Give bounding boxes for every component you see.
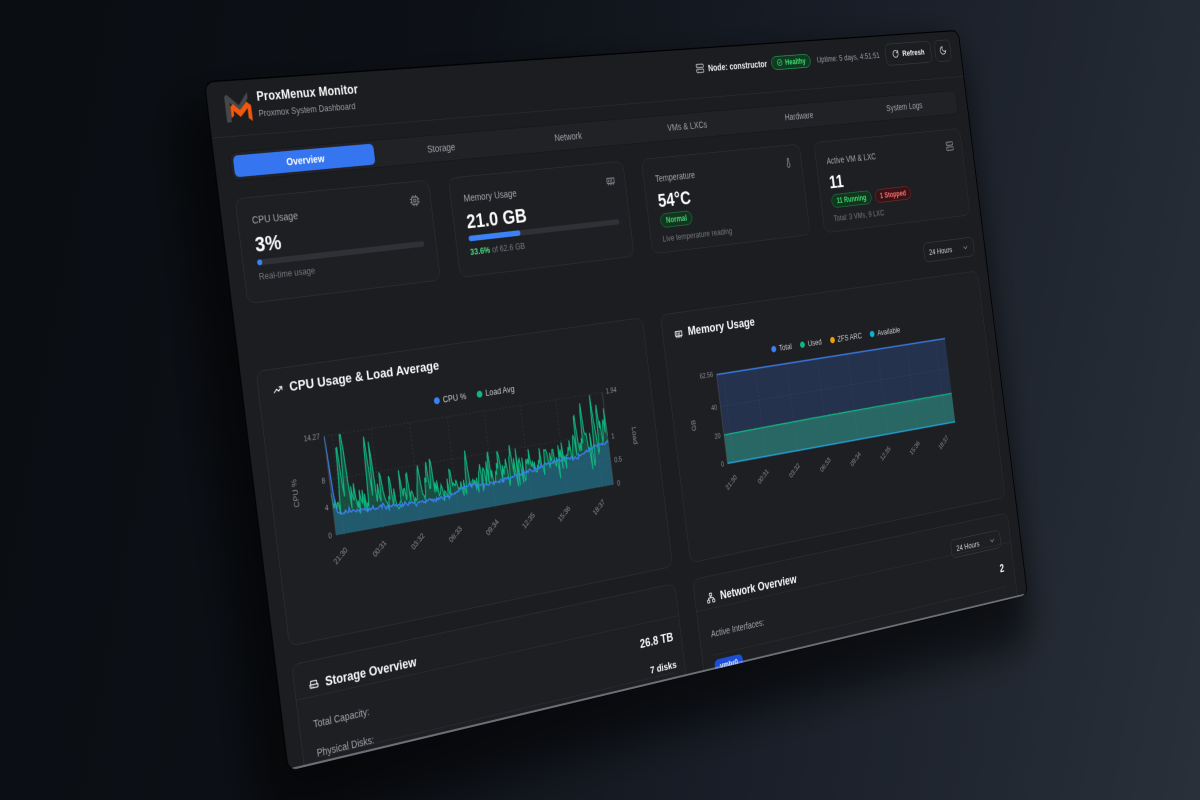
svg-text:0: 0	[328, 531, 333, 541]
svg-text:20: 20	[714, 432, 721, 441]
svg-text:21:30: 21:30	[724, 473, 738, 492]
svg-text:21:30: 21:30	[332, 545, 349, 566]
svg-text:1: 1	[611, 432, 615, 441]
svg-text:0: 0	[617, 479, 621, 488]
svg-text:40: 40	[711, 403, 718, 412]
svg-text:15:36: 15:36	[908, 439, 921, 457]
svg-text:GB: GB	[689, 419, 698, 432]
svg-text:09:34: 09:34	[484, 517, 500, 537]
svg-text:18:37: 18:37	[591, 498, 606, 517]
svg-text:8: 8	[321, 476, 326, 486]
svg-text:15:36: 15:36	[556, 504, 571, 524]
svg-text:00:31: 00:31	[756, 467, 770, 485]
svg-text:06:33: 06:33	[819, 456, 832, 474]
svg-text:06:33: 06:33	[447, 524, 463, 544]
svg-text:03:32: 03:32	[410, 531, 427, 551]
svg-text:03:32: 03:32	[788, 461, 802, 479]
svg-text:CPU %: CPU %	[289, 478, 301, 508]
svg-text:0.5: 0.5	[614, 454, 623, 464]
svg-text:62.56: 62.56	[699, 371, 713, 381]
svg-text:09:34: 09:34	[849, 450, 862, 468]
svg-text:1.94: 1.94	[605, 386, 617, 396]
svg-text:0: 0	[721, 460, 725, 469]
svg-text:4: 4	[324, 504, 329, 514]
svg-text:14.27: 14.27	[303, 432, 320, 444]
svg-text:18:37: 18:37	[937, 434, 949, 452]
svg-text:00:31: 00:31	[371, 538, 388, 559]
svg-text:Load: Load	[630, 426, 640, 445]
svg-text:12:35: 12:35	[879, 445, 892, 463]
svg-text:12:35: 12:35	[521, 511, 537, 531]
